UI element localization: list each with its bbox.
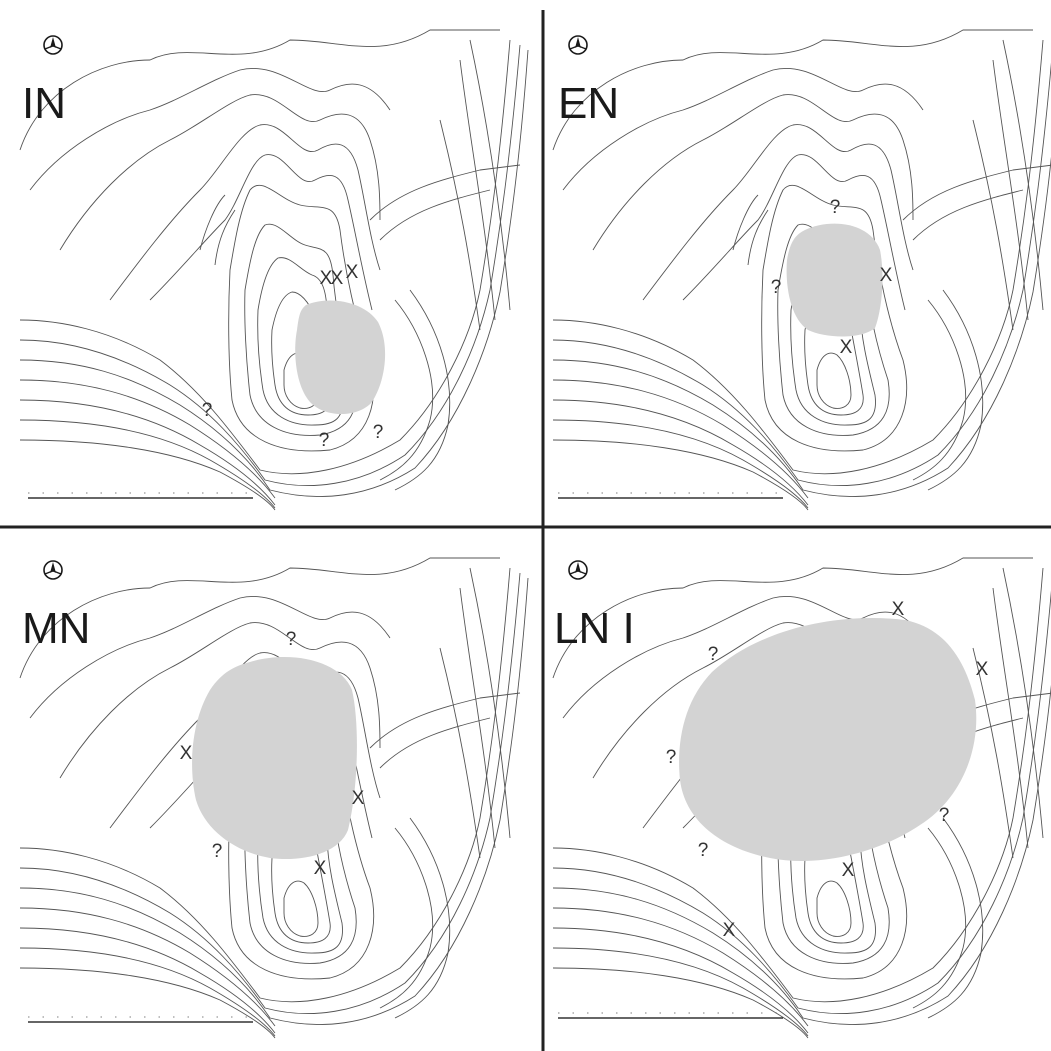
uncertain-marker: ?	[771, 277, 782, 298]
panel-mn: MN ? X X? X	[19, 557, 529, 1039]
marker-group: X? X??? X X	[666, 599, 989, 941]
panel-ln-i: LN I X? X??? X X	[552, 557, 1051, 1039]
scale-bar	[557, 1012, 784, 1019]
uncertain-marker: ?	[286, 629, 297, 650]
uncertain-marker: ?	[939, 805, 950, 826]
uncertain-marker: ?	[373, 422, 384, 443]
x-marker: X	[976, 659, 989, 680]
north-arrow-icon	[568, 560, 588, 580]
contour-lines	[19, 29, 529, 511]
x-marker: X	[320, 268, 333, 289]
uncertain-marker: ?	[708, 644, 719, 665]
shaded-area	[192, 657, 357, 860]
x-marker: X	[314, 858, 327, 879]
uncertain-marker: ?	[830, 197, 841, 218]
panel-in: IN XX X???	[19, 29, 529, 511]
x-marker: X	[180, 743, 193, 764]
marker-group: ? X X? X	[180, 629, 365, 879]
north-arrow-icon	[568, 35, 588, 55]
panel-label: MN	[22, 604, 90, 653]
panel-label: LN I	[554, 604, 635, 653]
x-marker: X	[880, 265, 893, 286]
x-marker: X	[352, 788, 365, 809]
scale-bar	[27, 1016, 254, 1023]
panel-label: EN	[558, 79, 619, 128]
marker-group: XX X???	[202, 262, 384, 451]
x-marker: X	[840, 337, 853, 358]
north-arrow-icon	[43, 560, 63, 580]
x-marker: X	[346, 262, 359, 283]
uncertain-marker: ?	[698, 840, 709, 861]
x-marker: X	[723, 920, 736, 941]
x-marker: X	[842, 860, 855, 881]
shaded-area	[679, 618, 977, 862]
uncertain-marker: ?	[212, 841, 223, 862]
north-arrow-icon	[43, 35, 63, 55]
scale-bar	[27, 492, 254, 499]
x-marker: X	[331, 268, 344, 289]
shaded-area	[295, 300, 386, 414]
x-marker: X	[892, 599, 905, 620]
marker-group: ?? X X	[771, 197, 893, 358]
uncertain-marker: ?	[319, 430, 330, 451]
uncertain-marker: ?	[666, 747, 677, 768]
shaded-area	[786, 223, 883, 337]
scale-bar	[557, 492, 784, 499]
uncertain-marker: ?	[202, 400, 213, 421]
panel-en: EN ?? X X	[552, 29, 1051, 511]
panel-label: IN	[22, 79, 66, 128]
